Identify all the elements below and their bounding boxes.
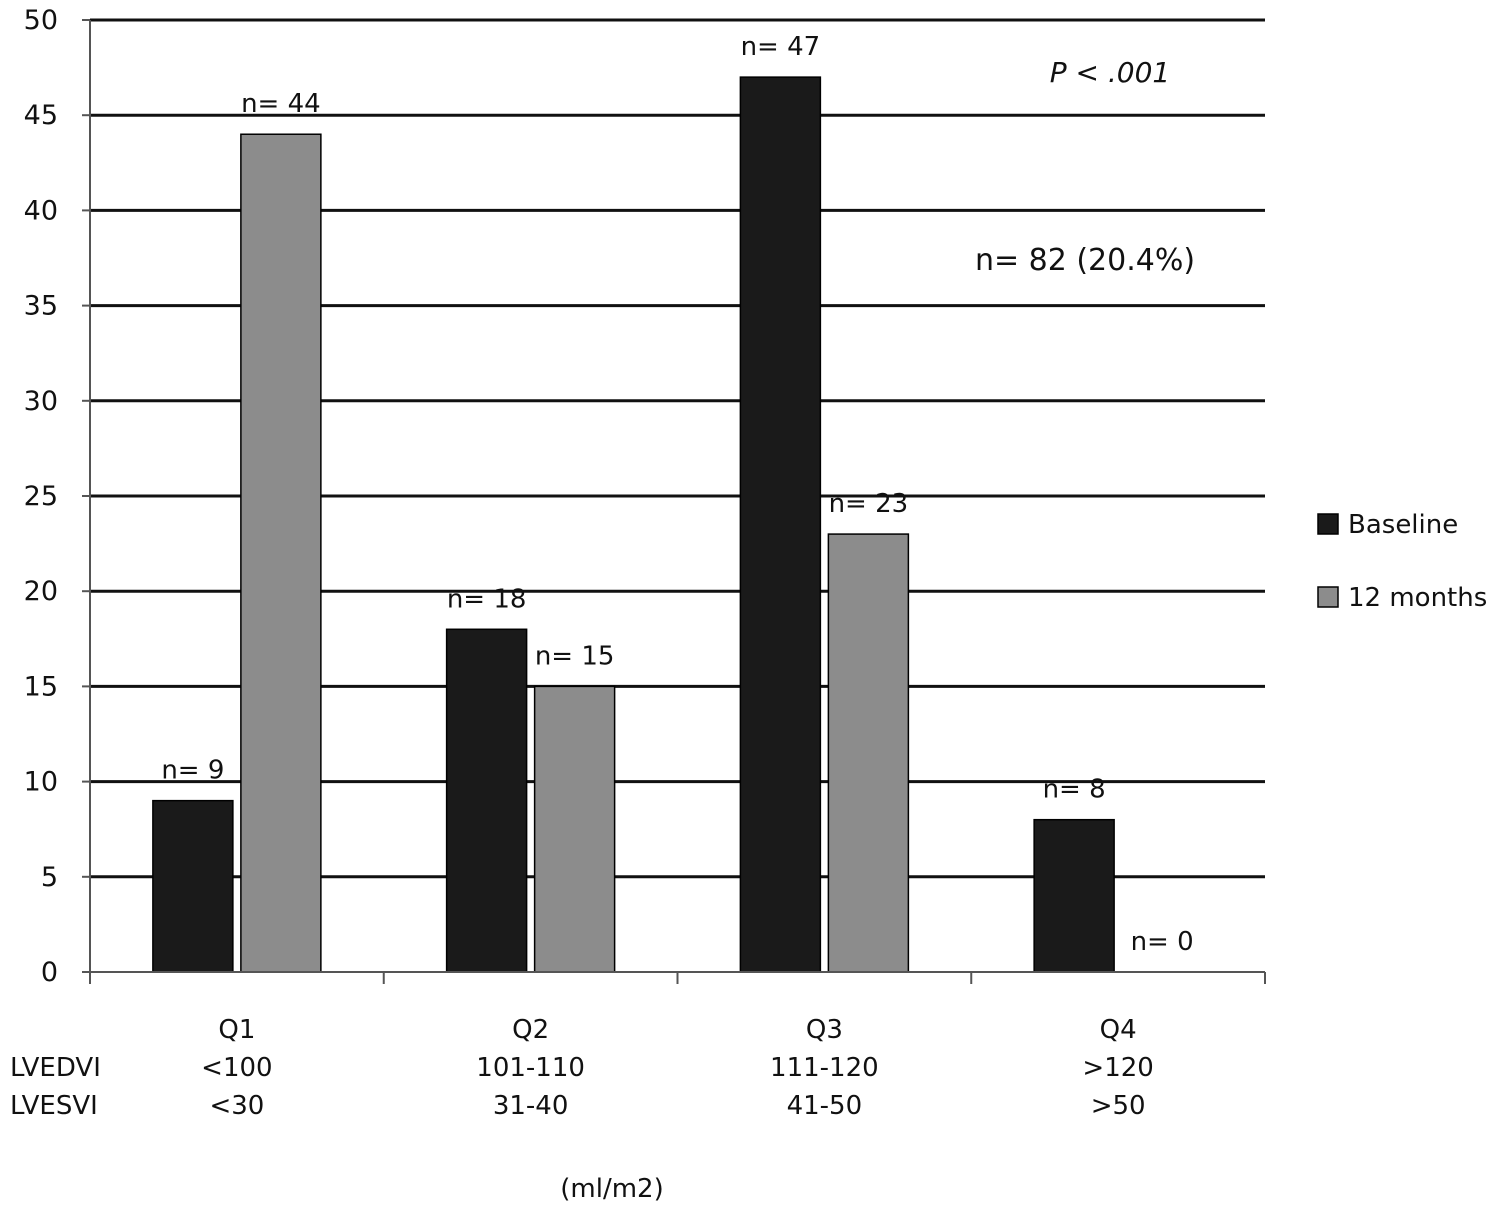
data-label: n= 0 <box>1131 927 1194 957</box>
bar-baseline-q2 <box>445 628 528 973</box>
y-tick-label: 40 <box>24 195 58 226</box>
category-label: Q2 <box>512 1015 549 1045</box>
bars <box>152 76 1115 973</box>
category-range-label: <30 <box>209 1091 264 1121</box>
row-label-lvedvi: LVEDVI <box>10 1053 101 1083</box>
p-value-annotation: P < .001 <box>1050 56 1171 89</box>
data-labels: n= 9 n= 44 n= 18 n= 15 n= 47 n= 23 n= 8 n= 0 <box>161 32 1193 957</box>
y-tick-label: 25 <box>24 481 58 512</box>
bar-12-months-q2 <box>533 685 616 973</box>
row-label-lvesvi: LVESVI <box>10 1091 98 1121</box>
category-range-label: >120 <box>1082 1053 1153 1083</box>
category-range-label: >50 <box>1091 1091 1146 1121</box>
axes <box>89 20 1266 984</box>
bar-baseline-q3 <box>739 76 822 973</box>
bar-baseline-q4 <box>1033 818 1115 973</box>
category-range-label: 101-110 <box>476 1053 585 1083</box>
y-tick-label: 5 <box>41 862 58 893</box>
legend-label: Baseline <box>1348 510 1458 540</box>
y-tick-label: 15 <box>24 671 58 702</box>
category-labels: Q1 <100 <30 Q2 101-110 31-40 Q3 111-120 41-50 Q4 >… <box>10 1015 1154 1121</box>
y-tick-label: 35 <box>24 291 58 322</box>
y-tick-label: 45 <box>24 100 58 131</box>
x-axis-unit-label: (ml/m2) <box>560 1174 663 1204</box>
total-annotation: n= 82 (20.4%) <box>975 243 1195 278</box>
category-range-label: 31-40 <box>493 1091 569 1121</box>
y-axis-ticks: 0 5 10 15 20 25 30 35 40 45 50 <box>24 5 90 988</box>
y-tick-label: 20 <box>24 576 58 607</box>
category-range-label: 41-50 <box>787 1091 863 1121</box>
category-label: Q4 <box>1100 1015 1137 1045</box>
data-label: n= 23 <box>829 489 909 519</box>
y-tick-label: 50 <box>24 5 58 36</box>
legend-label: 12 months <box>1348 583 1487 613</box>
category-label: Q1 <box>218 1015 255 1045</box>
y-tick-label: 0 <box>41 957 58 988</box>
bar-12-months-q1 <box>240 133 322 973</box>
category-range-label: 111-120 <box>770 1053 879 1083</box>
data-label: n= 8 <box>1043 775 1106 805</box>
legend: Baseline 12 months <box>1317 510 1487 613</box>
legend-swatch <box>1317 586 1339 608</box>
data-label: n= 9 <box>161 756 224 786</box>
legend-swatch <box>1317 513 1339 535</box>
data-label: n= 15 <box>535 641 615 671</box>
data-label: n= 47 <box>741 32 821 62</box>
category-label: Q3 <box>806 1015 843 1045</box>
bar-baseline-q1 <box>152 799 234 973</box>
data-label: n= 44 <box>241 89 321 119</box>
bar-12-months-q3 <box>827 533 910 973</box>
y-tick-label: 10 <box>24 767 58 798</box>
data-label: n= 18 <box>447 584 527 614</box>
y-tick-label: 30 <box>24 386 58 417</box>
category-range-label: <100 <box>201 1053 272 1083</box>
